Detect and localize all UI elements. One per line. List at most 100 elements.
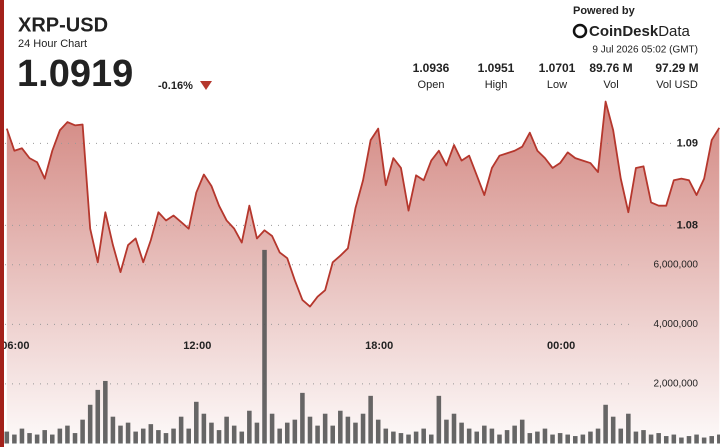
volume-bar	[398, 433, 404, 444]
volume-bar	[338, 410, 343, 444]
volume-bar	[216, 430, 222, 444]
timestamp: 9 Jul 2026 05:02 (GMT)	[592, 45, 698, 56]
symbol: XRP-USD	[18, 14, 108, 36]
volume-bar	[269, 413, 275, 444]
volume-bar	[641, 430, 646, 444]
stat-label: Vol USD	[656, 79, 698, 91]
volume-bar	[34, 434, 40, 444]
x-tick-label: 12:00	[183, 340, 211, 352]
subtitle: 24 Hour Chart	[18, 38, 87, 50]
stat-label: Open	[418, 79, 445, 91]
volume-bar	[140, 428, 146, 444]
volume-bar	[497, 434, 502, 444]
down-arrow	[200, 81, 212, 90]
volume-bar	[12, 434, 17, 444]
volume-bar	[65, 425, 70, 444]
price-area	[6, 101, 720, 441]
y-tick-label: 1.09	[677, 137, 698, 149]
volume-bar	[648, 434, 654, 444]
y-tick-label: 1.08	[677, 219, 698, 231]
volume-bar	[603, 404, 608, 444]
volume-bar	[421, 428, 426, 444]
volume-bar	[573, 436, 578, 444]
volume-bar	[466, 428, 472, 444]
volume-bar	[353, 422, 358, 444]
volume-bar	[148, 424, 154, 444]
volume-bar	[512, 425, 517, 444]
volume-bar	[633, 431, 639, 444]
stat-label: Low	[547, 79, 567, 91]
volume-bar	[307, 416, 313, 444]
volume-bar	[330, 425, 336, 444]
volume-bar	[277, 428, 282, 444]
volume-bar	[686, 436, 692, 444]
volume-bar	[595, 428, 601, 444]
volume-bar	[451, 413, 457, 444]
volume-bar	[42, 430, 47, 444]
volume-bar	[300, 392, 305, 444]
volume-bar	[489, 428, 495, 444]
volume-bar	[557, 433, 563, 444]
volume-bar	[694, 434, 699, 444]
price-line	[5, 100, 720, 308]
volume-bar	[209, 422, 214, 444]
volume-bar	[580, 434, 586, 444]
volume-bar	[610, 416, 616, 444]
volume-bar	[679, 437, 684, 444]
volume-bar	[27, 433, 32, 444]
volume-bar	[50, 434, 55, 444]
volume-bar	[550, 434, 555, 444]
change: -0.16%	[158, 80, 193, 92]
volume-bar	[110, 416, 116, 444]
volume-bar	[133, 431, 138, 444]
volume-bar	[194, 401, 199, 444]
logo: CoinDeskData	[589, 23, 691, 40]
volume-bar	[656, 433, 661, 444]
volume-bar	[315, 425, 320, 444]
x-tick-label: 18:00	[365, 340, 393, 352]
volume-bar	[519, 419, 525, 444]
plot-area	[4, 100, 720, 444]
volume-bar	[413, 431, 419, 444]
volume-bar	[322, 413, 328, 444]
x-tick-label: 00:00	[547, 340, 575, 352]
volume-bar	[375, 419, 381, 444]
volume-bar	[709, 436, 714, 444]
stats: 1.0936 Open 1.0951 High 1.0701 Low 89.76 M Vol 9…	[413, 61, 699, 91]
volume-bar	[4, 431, 10, 444]
volume-bar	[171, 428, 176, 444]
volume-bar	[360, 413, 366, 444]
logo-suffix: Data	[658, 23, 690, 40]
logo-icon	[572, 23, 588, 39]
volume-bar	[671, 434, 677, 444]
volume-bar	[701, 437, 707, 444]
logo-name: CoinDesk	[589, 23, 659, 40]
volume-bar	[626, 413, 631, 444]
volume-bar	[459, 422, 464, 444]
volume-bar	[72, 433, 78, 444]
powered-by: Powered by	[573, 5, 636, 17]
volume-bar	[156, 430, 161, 444]
volume-bar	[247, 410, 252, 444]
y2-tick-label: 2,000,000	[654, 379, 699, 390]
x-tick-label: 06:00	[1, 340, 29, 352]
price: 1.0919	[17, 53, 133, 95]
volume-bar	[345, 416, 351, 444]
volume-bar	[103, 380, 108, 444]
volume-bar	[87, 404, 93, 444]
volume-bar	[224, 416, 229, 444]
volume-bar	[444, 419, 449, 444]
volume-bar	[292, 419, 298, 444]
volume-bar	[565, 434, 570, 444]
y2-tick-label: 4,000,000	[654, 319, 699, 330]
volume-bar	[588, 431, 593, 444]
volume-bar	[57, 428, 63, 444]
volume-bar	[663, 436, 669, 444]
volume-bar	[239, 431, 245, 444]
stat-value: 1.0951	[478, 61, 515, 75]
volume-bar	[391, 431, 396, 444]
y2-tick-label: 6,000,000	[654, 259, 699, 270]
stat-value: 1.0936	[413, 61, 450, 75]
stat-label: Vol	[603, 79, 618, 91]
